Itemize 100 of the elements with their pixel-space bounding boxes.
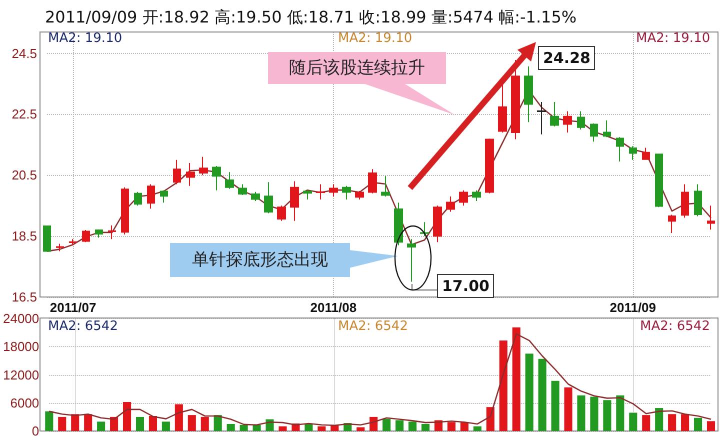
bar xyxy=(356,427,365,431)
bar xyxy=(174,404,183,431)
bar xyxy=(240,424,248,431)
annotation: MA2: 19.10 xyxy=(636,31,710,46)
candlestick xyxy=(524,66,533,123)
y-tick-label: 6000 xyxy=(10,395,40,410)
candlestick xyxy=(121,186,129,236)
candlestick xyxy=(420,222,429,237)
bar xyxy=(97,422,106,431)
annotation: MA2: 6542 xyxy=(48,319,118,334)
bar xyxy=(162,422,170,431)
candlestick xyxy=(290,180,299,222)
bar xyxy=(278,426,287,431)
candlestick xyxy=(160,190,168,204)
bar xyxy=(616,395,624,431)
x-tick-label: 2011/08 xyxy=(310,300,357,315)
candlestick xyxy=(472,190,481,202)
candlestick xyxy=(577,110,585,130)
annotation: 17.00 xyxy=(437,274,494,298)
line-series xyxy=(48,333,712,426)
y-tick-label: 0 xyxy=(32,424,40,438)
candlestick xyxy=(225,172,234,190)
candlestick xyxy=(173,159,181,185)
candlestick xyxy=(459,190,468,206)
candlestick xyxy=(56,243,64,252)
x-tick-label: 2011/07 xyxy=(50,300,96,315)
candlestick xyxy=(446,196,455,212)
candlestick xyxy=(277,205,286,222)
bar xyxy=(71,414,80,431)
candlestick xyxy=(629,146,637,160)
bar xyxy=(499,340,508,431)
candlestick xyxy=(655,153,663,208)
candlestick xyxy=(681,184,689,218)
x-tick-label: 2011/09 xyxy=(610,300,656,315)
y-tick-label: 18000 xyxy=(2,339,40,354)
candlestick xyxy=(563,110,572,134)
candlestick xyxy=(590,122,598,142)
annotation: 24.28 xyxy=(538,46,596,70)
candlestick xyxy=(264,182,273,214)
candlestick xyxy=(368,168,377,194)
y-tick-label: 16.5 xyxy=(12,290,37,304)
candlestick xyxy=(694,184,702,217)
y-tick-label: 24000 xyxy=(2,311,40,326)
bar xyxy=(188,415,196,431)
y-tick-label: 22.5 xyxy=(12,106,37,122)
annotation: MA2: 6542 xyxy=(640,319,710,334)
bar xyxy=(694,418,702,431)
bar xyxy=(136,416,144,431)
candlestick xyxy=(316,184,325,200)
bar xyxy=(603,400,612,431)
candlestick xyxy=(616,136,624,162)
chart-title: 2011/09/09 开:18.92 高:19.50 低:18.71 收:18.99 量:5474 幅:-1.15% xyxy=(45,8,577,26)
candlestick xyxy=(355,190,364,200)
bar xyxy=(538,358,546,431)
candlestick xyxy=(433,205,442,243)
annotation: MA2: 19.10 xyxy=(48,31,122,46)
bar xyxy=(58,416,66,431)
annotation: MA2: 6542 xyxy=(338,319,408,334)
candlestick xyxy=(407,238,416,282)
bar xyxy=(252,424,261,431)
candlestick xyxy=(707,205,715,230)
candlestick xyxy=(251,191,260,202)
bar xyxy=(486,407,494,431)
candlestick xyxy=(511,60,520,140)
candlestick xyxy=(394,202,403,246)
bar xyxy=(226,424,235,431)
candlestick xyxy=(186,162,195,186)
bar xyxy=(564,387,572,431)
bar xyxy=(122,402,132,431)
bar xyxy=(382,418,391,431)
y-tick-label: 18.5 xyxy=(12,228,37,244)
candlestick xyxy=(95,228,103,238)
bar xyxy=(304,424,313,431)
candlestick xyxy=(199,156,208,176)
bar xyxy=(629,412,638,431)
annotation: 随后该股连续拉升 xyxy=(268,52,446,84)
candlestick xyxy=(147,184,155,210)
bar xyxy=(668,414,676,431)
candlestick xyxy=(342,185,351,200)
bar xyxy=(551,380,560,431)
bar xyxy=(408,422,417,431)
bar xyxy=(525,354,534,431)
bar xyxy=(421,424,430,431)
bar xyxy=(396,420,404,431)
annotation: MA2: 19.10 xyxy=(338,31,412,46)
bar xyxy=(655,408,664,431)
bar xyxy=(681,414,690,431)
bar xyxy=(642,415,650,431)
bar xyxy=(512,327,520,431)
annotation: 单针探底形态出现 xyxy=(170,243,350,277)
candlestick xyxy=(485,138,494,194)
bar xyxy=(110,416,118,431)
candlestick xyxy=(108,224,116,240)
bar xyxy=(473,426,482,431)
bar xyxy=(148,416,157,431)
candlestick xyxy=(69,238,77,246)
candlestick xyxy=(603,120,611,138)
bar xyxy=(460,422,468,431)
y-tick-label: 24.5 xyxy=(12,46,37,61)
candlestick xyxy=(212,166,221,191)
